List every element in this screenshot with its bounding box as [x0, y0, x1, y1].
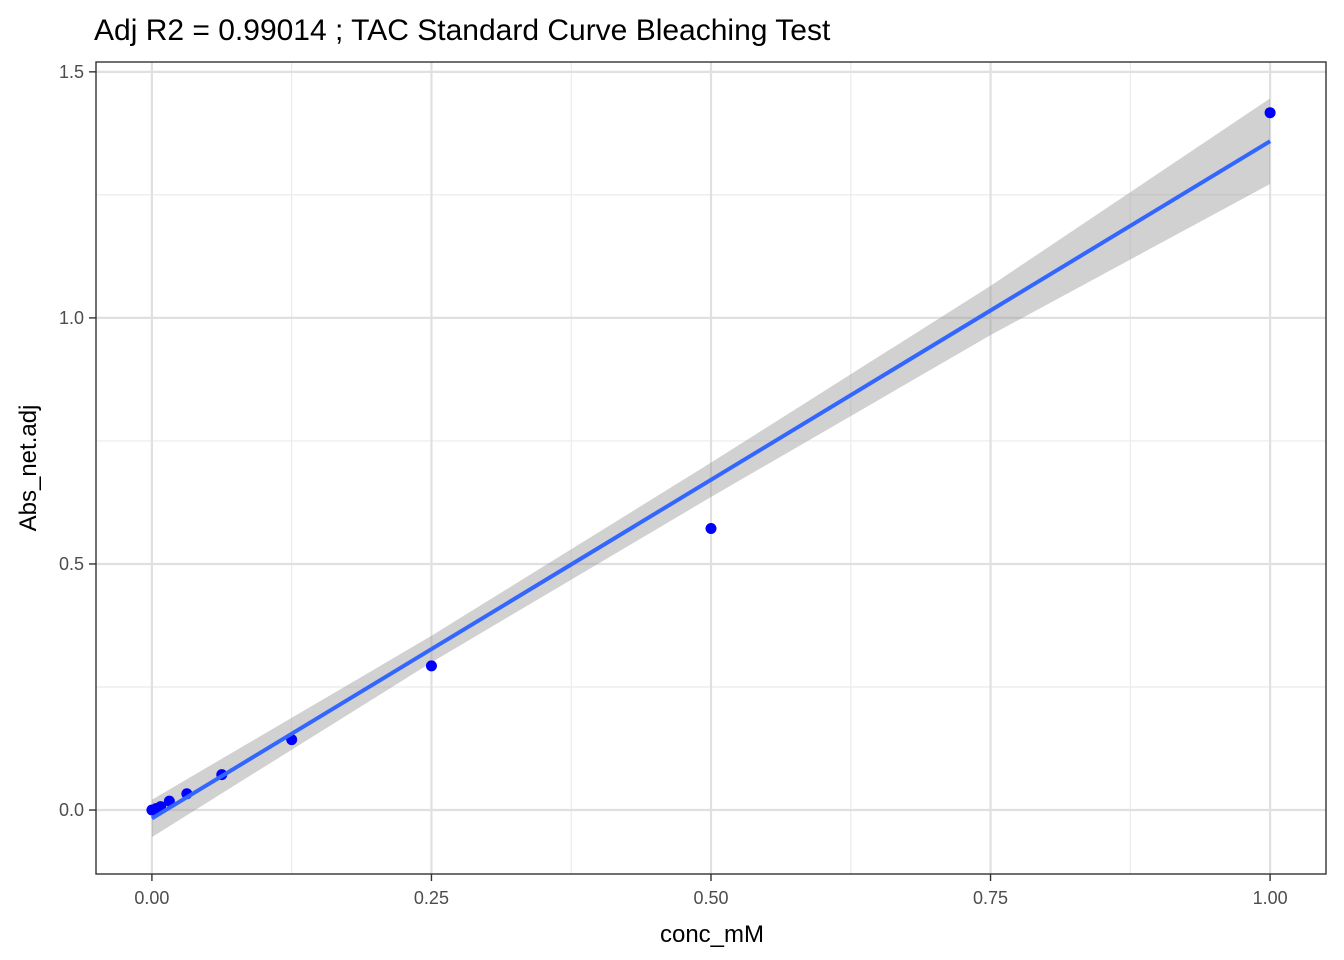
- x-axis: 0.00 0.25 0.50 0.75 1.00: [134, 874, 1288, 908]
- x-tick-label: 1.00: [1253, 888, 1288, 908]
- data-point: [1264, 107, 1276, 119]
- y-tick-label: 1.5: [59, 62, 84, 82]
- y-axis-title: Abs_net.adj: [15, 405, 42, 532]
- chart-title: Adj R2 = 0.99014 ; TAC Standard Curve Bl…: [94, 14, 831, 47]
- data-point: [425, 660, 437, 672]
- y-tick-label: 0.5: [59, 554, 84, 574]
- x-tick-label: 0.00: [134, 888, 169, 908]
- x-tick-label: 0.25: [414, 888, 449, 908]
- confidence-ribbon: [151, 98, 1271, 838]
- x-tick-label: 0.50: [693, 888, 728, 908]
- y-tick-label: 1.0: [59, 308, 84, 328]
- regression-line: [150, 139, 1272, 821]
- x-axis-title: conc_mM: [660, 921, 764, 948]
- plot-panel: [95, 61, 1327, 875]
- y-axis: 0.0 0.5 1.0 1.5: [59, 62, 96, 820]
- y-tick-label: 0.0: [59, 800, 84, 820]
- data-point: [705, 523, 717, 535]
- x-tick-label: 0.75: [973, 888, 1008, 908]
